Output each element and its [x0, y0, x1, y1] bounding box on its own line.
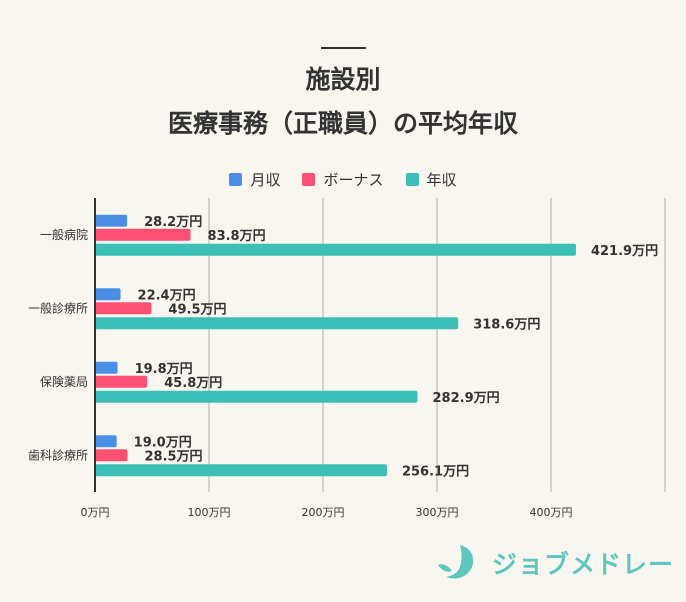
- data-label: 49.5万円: [168, 302, 226, 317]
- data-label: 83.8万円: [208, 229, 266, 244]
- jobmedley-logo-icon: [438, 545, 474, 579]
- logo: ジョブメドレー: [436, 543, 674, 583]
- chart-title-line-1: 施設別: [305, 65, 381, 94]
- title-decoration: [321, 47, 366, 49]
- bar-1-1: [95, 302, 152, 315]
- category-label: 保険薬局: [40, 375, 88, 389]
- data-label: 19.0万円: [134, 435, 192, 450]
- x-tick-label: 0万円: [81, 506, 110, 519]
- data-label: 22.4万円: [138, 288, 196, 303]
- legend-item-bonus: ボーナス: [302, 169, 384, 190]
- data-label: 19.8万円: [135, 362, 193, 377]
- x-tick-label: 200万円: [302, 506, 345, 519]
- bar-2-1: [95, 317, 459, 330]
- data-label: 318.6万円: [473, 317, 540, 332]
- bar-0-1: [95, 288, 121, 301]
- bar-2-2: [95, 390, 418, 403]
- bar-0-0: [95, 214, 128, 227]
- category-label: 一般病院: [40, 227, 88, 242]
- legend-swatch: [405, 173, 419, 186]
- bar-2-0: [95, 243, 576, 256]
- legend-item-annual: 年収: [405, 169, 457, 190]
- category-label: 歯科診療所: [28, 447, 88, 462]
- legend: 月収 ボーナス 年収: [0, 169, 686, 190]
- bar-0-2: [95, 361, 118, 374]
- data-label: 421.9万円: [591, 244, 658, 259]
- logo-text: ジョブメドレー: [492, 550, 675, 579]
- bar-0-3: [95, 435, 117, 448]
- x-tick-label: 100万円: [188, 506, 231, 519]
- data-label: 28.5万円: [144, 449, 202, 464]
- legend-label: ボーナス: [323, 171, 384, 189]
- bar-1-2: [95, 375, 148, 388]
- data-label: 256.1万円: [402, 464, 469, 479]
- legend-label: 月収: [250, 171, 281, 189]
- legend-swatch: [229, 173, 243, 186]
- chart-title-line-2: 医療事務（正職員）の平均年収: [167, 109, 518, 138]
- bar-1-3: [95, 449, 128, 462]
- legend-swatch: [302, 173, 316, 186]
- x-tick-label: 300万円: [416, 506, 459, 519]
- category-label: 一般診療所: [28, 300, 88, 315]
- legend-item-monthly: 月収: [229, 169, 280, 190]
- x-tick-label: 400万円: [530, 506, 573, 519]
- bar-2-3: [95, 464, 387, 477]
- data-label: 45.8万円: [164, 376, 222, 391]
- data-label: 282.9万円: [433, 391, 500, 406]
- legend-label: 年収: [426, 171, 457, 189]
- data-label: 28.2万円: [144, 215, 202, 230]
- bar-1-0: [95, 228, 191, 241]
